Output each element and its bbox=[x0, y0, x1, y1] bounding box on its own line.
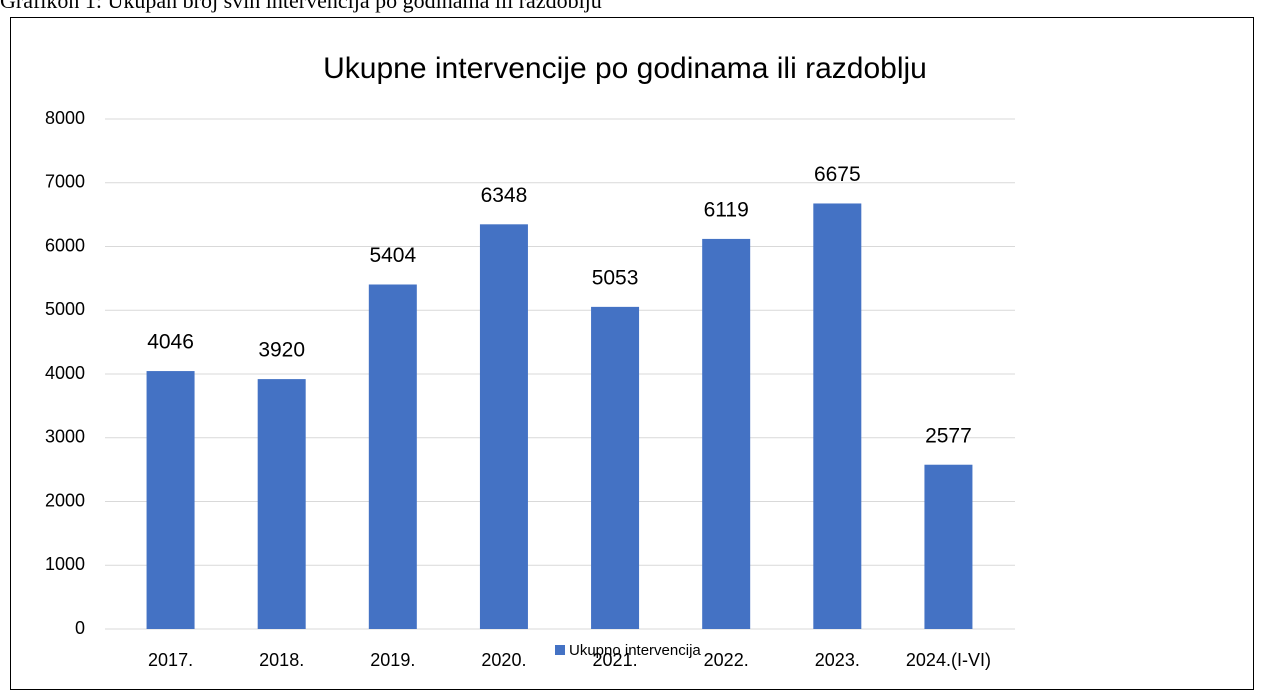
bar bbox=[591, 306, 640, 629]
y-tick-label: 4000 bbox=[45, 363, 85, 383]
bar bbox=[257, 379, 306, 629]
x-tick-label: 2021. bbox=[593, 650, 638, 670]
chart-title: Ukupne intervencije po godinama ili razd… bbox=[323, 52, 927, 85]
x-tick-label: 2024.(I-VI) bbox=[906, 650, 991, 670]
y-tick-label: 5000 bbox=[45, 299, 85, 319]
bar bbox=[924, 464, 973, 629]
bar bbox=[146, 371, 195, 629]
bar bbox=[813, 203, 862, 629]
legend-label: Ukupno intervencija bbox=[569, 642, 701, 659]
caption: Grafikon 1: Ukupan broj svih intervencij… bbox=[0, 0, 602, 13]
x-tick-label: 2023. bbox=[815, 650, 860, 670]
data-label: 3920 bbox=[258, 339, 305, 362]
x-tick-label: 2019. bbox=[370, 650, 415, 670]
data-label: 5404 bbox=[369, 244, 416, 267]
data-label: 6119 bbox=[704, 198, 749, 221]
y-tick-label: 2000 bbox=[45, 490, 85, 510]
data-label: 6675 bbox=[814, 163, 861, 186]
y-tick-label: 1000 bbox=[45, 554, 85, 574]
data-label: 4046 bbox=[147, 331, 194, 354]
y-tick-label: 6000 bbox=[45, 235, 85, 255]
y-tick-label: 3000 bbox=[45, 427, 85, 447]
x-tick-label: 2018. bbox=[259, 650, 304, 670]
y-tick-label: 8000 bbox=[45, 108, 85, 128]
bar bbox=[479, 224, 528, 629]
data-label: 5053 bbox=[592, 266, 639, 289]
bar bbox=[702, 238, 751, 629]
x-tick-label: 2017. bbox=[148, 650, 193, 670]
x-tick-label: 2020. bbox=[481, 650, 526, 670]
y-tick-label: 0 bbox=[75, 618, 85, 638]
y-tick-label: 7000 bbox=[45, 172, 85, 192]
legend-swatch bbox=[555, 645, 565, 655]
x-tick-label: 2022. bbox=[704, 650, 749, 670]
chart-border bbox=[10, 17, 1254, 690]
data-label: 2577 bbox=[925, 424, 972, 447]
bar bbox=[368, 284, 417, 629]
data-label: 6348 bbox=[481, 184, 528, 207]
